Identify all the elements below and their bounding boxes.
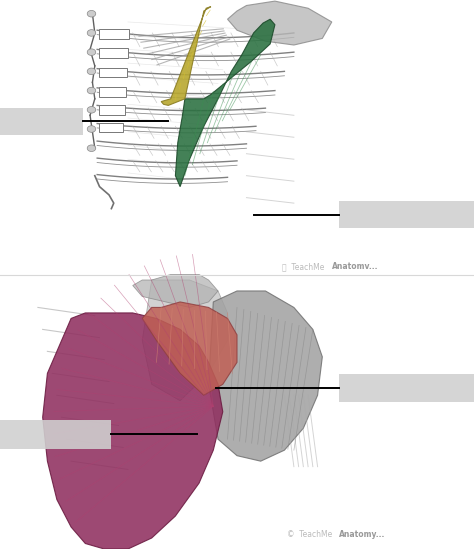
Bar: [0, 420, 111, 449]
Ellipse shape: [87, 10, 96, 17]
Ellipse shape: [87, 126, 96, 132]
Bar: [99, 68, 127, 77]
Bar: [0, 108, 83, 135]
Bar: [339, 374, 474, 402]
Bar: [99, 29, 129, 39]
Bar: [99, 105, 125, 115]
Polygon shape: [161, 7, 211, 105]
Ellipse shape: [87, 68, 96, 75]
Bar: [339, 201, 474, 228]
Ellipse shape: [87, 87, 96, 94]
Text: Anatomy...: Anatomy...: [339, 530, 385, 539]
Polygon shape: [142, 302, 237, 395]
Ellipse shape: [87, 107, 96, 113]
Text: ©  TeachMe: © TeachMe: [287, 530, 332, 539]
Ellipse shape: [87, 30, 96, 36]
Bar: [99, 123, 123, 132]
Text: ⌢  TeachMe: ⌢ TeachMe: [282, 262, 324, 271]
Polygon shape: [209, 291, 322, 461]
Bar: [99, 48, 128, 58]
Ellipse shape: [87, 145, 96, 152]
Text: Anatomv...: Anatomv...: [332, 262, 378, 271]
Polygon shape: [43, 313, 223, 549]
Polygon shape: [133, 274, 218, 307]
Bar: [0, 0, 474, 274]
Ellipse shape: [87, 49, 96, 55]
Bar: [0, 274, 474, 549]
Bar: [99, 87, 126, 97]
Polygon shape: [142, 280, 228, 401]
Polygon shape: [228, 1, 332, 45]
Polygon shape: [175, 19, 275, 187]
